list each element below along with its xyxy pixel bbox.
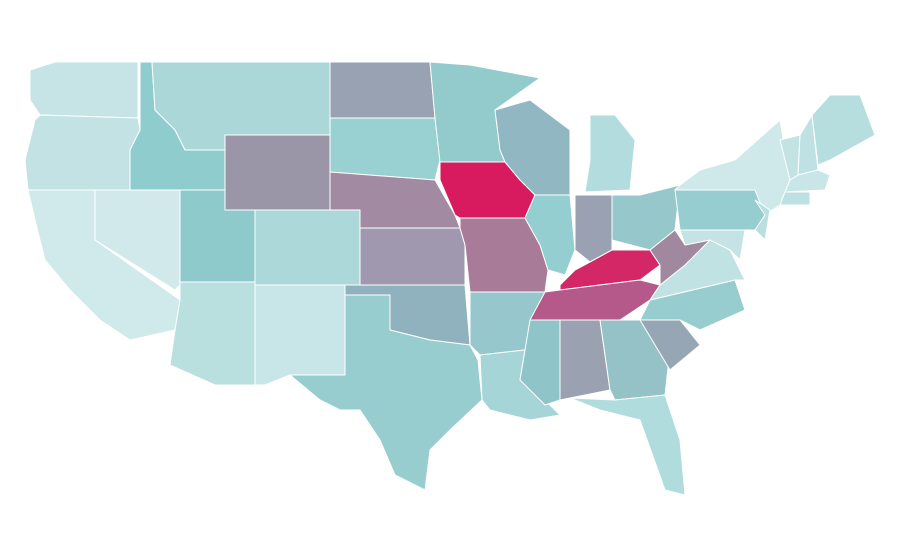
state-region (779, 191, 811, 206)
state-region (529, 279, 661, 321)
state-region (569, 394, 686, 496)
state-region (574, 194, 613, 263)
state-region (24, 114, 141, 191)
state-region (29, 61, 139, 119)
state-region (254, 209, 361, 286)
state-region (679, 229, 746, 261)
state-region (674, 189, 766, 231)
state-region (524, 194, 576, 276)
state-region (559, 319, 611, 401)
state-region (359, 227, 466, 286)
state-region (329, 117, 441, 181)
state-region (754, 199, 771, 241)
state-region (169, 281, 256, 386)
state-region (224, 134, 331, 211)
state-region (289, 294, 483, 491)
state-region (649, 229, 711, 286)
state-region (811, 94, 876, 166)
state-region (584, 114, 636, 193)
state-region (329, 61, 436, 119)
state-region (254, 284, 346, 386)
